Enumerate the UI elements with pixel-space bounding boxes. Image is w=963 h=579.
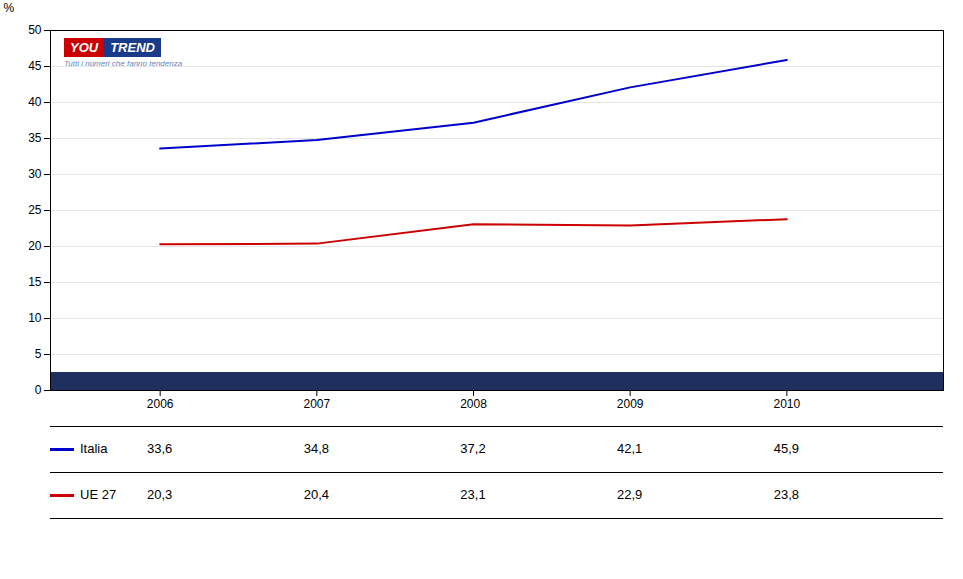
html-text:23,8: 23,8 [773, 487, 799, 502]
html-text:22,9: 22,9 [617, 487, 643, 502]
html-text:YOU: YOU [70, 40, 99, 55]
html-text:20,4: 20,4 [303, 487, 329, 502]
html-text:45,9: 45,9 [773, 441, 799, 456]
svg-text:25: 25 [28, 203, 42, 217]
svg-text:35: 35 [28, 131, 42, 145]
svg-text:2007: 2007 [303, 397, 330, 411]
svg-text:15: 15 [28, 275, 42, 289]
svg-text:30: 30 [28, 167, 42, 181]
svg-text:2008: 2008 [460, 397, 487, 411]
html-text:33,6: 33,6 [147, 441, 173, 456]
html-text:23,1: 23,1 [460, 487, 486, 502]
svg-text:10: 10 [28, 311, 42, 325]
html-text:34,8: 34,8 [303, 441, 329, 456]
svg-text:50: 50 [28, 23, 42, 37]
html-text:Italia: Italia [80, 441, 108, 456]
svg-text:2010: 2010 [773, 397, 800, 411]
html-text:42,1: 42,1 [617, 441, 643, 456]
svg-text:2009: 2009 [617, 397, 644, 411]
svg-text:0: 0 [35, 383, 42, 397]
svg-text:45: 45 [28, 59, 42, 73]
svg-text:5: 5 [35, 347, 42, 361]
svg-text:20: 20 [28, 239, 42, 253]
svg-text:40: 40 [28, 95, 42, 109]
html-text:20,3: 20,3 [147, 487, 173, 502]
html-text:Tutti i numeri che fanno tende: Tutti i numeri che fanno tendenza [64, 59, 183, 68]
html-text:37,2: 37,2 [460, 441, 486, 456]
svg-text:%: % [4, 1, 15, 15]
svg-text:2006: 2006 [147, 397, 174, 411]
html-text:TREND: TREND [110, 40, 155, 55]
html-text:UE 27: UE 27 [80, 487, 117, 502]
